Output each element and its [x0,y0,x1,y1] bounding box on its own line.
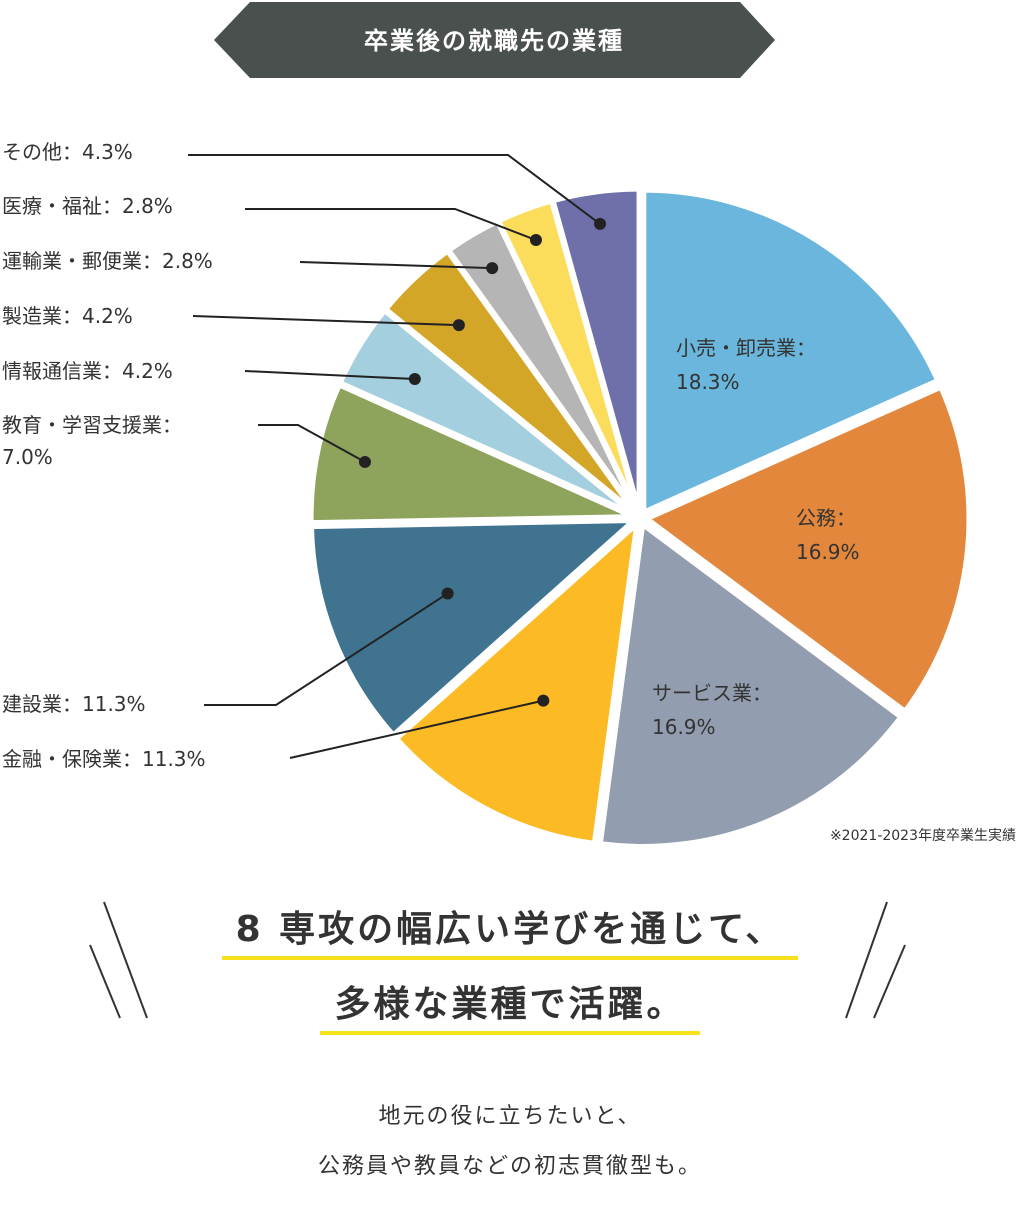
slice-label: 7.0% [2,445,53,469]
leader-line [289,699,544,759]
leader-line [244,370,415,381]
chart-note: ※2021-2023年度卒業生実績 [830,828,1016,844]
leader-line [192,315,459,327]
pie-slice [308,382,636,526]
slice-label: 運輸業・郵便業：2.8% [2,249,213,273]
pie-slice [394,521,640,846]
pie-slice [641,187,941,515]
slice-label: その他：4.3% [2,140,133,164]
headline-decoration [89,901,906,1019]
slice-label: 金融・保険業：11.3% [2,747,206,771]
slice-label: 公務： [796,506,856,530]
pie-chart: 卒業後の就職先の業種 小売・卸売業： 18.3% 公務： 16.9% サービス業： 16.… [2,2,1016,849]
description-line-2: 公務員や教員などの初志貫徹型も。 [317,1154,702,1179]
title-banner [214,2,775,78]
chart-title: 卒業後の就職先の業種 [364,27,624,55]
deco-slash-left-1 [103,901,148,1019]
leader-line [245,208,537,241]
pie-slice [644,384,972,714]
slice-label: 18.3% [676,370,740,394]
leader-line [258,424,366,463]
deco-slash-left-2 [89,944,121,1019]
pie-slice [309,518,636,738]
slice-label: 情報通信業：4.2% [2,359,173,383]
slice-label: 医療・福祉：2.8% [2,194,173,218]
slice-label: 16.9% [796,540,860,564]
headline-line-1: 8 専攻の幅広い学びを通じて、 [0,900,1020,960]
slice-label: 製造業：4.2% [2,304,133,328]
pie-slice [550,186,642,514]
leader-line [188,154,601,225]
slice-label: 小売・卸売業： [676,336,816,360]
headline-line-2: 多様な業種で活躍。 [0,975,1020,1035]
slice-label: サービス業： [652,681,772,705]
slice-label: 教育・学習支援業： [2,413,182,437]
deco-slash-right-2 [873,944,906,1019]
leader-line [204,592,449,706]
deco-slash-right-1 [845,901,888,1019]
pie-slice [597,521,904,849]
slice-label: 建設業：11.3% [2,692,146,716]
description-line-1: 地元の役に立ちたいと、 [378,1104,642,1129]
leader-line [299,261,493,270]
slice-label: 16.9% [652,715,716,739]
